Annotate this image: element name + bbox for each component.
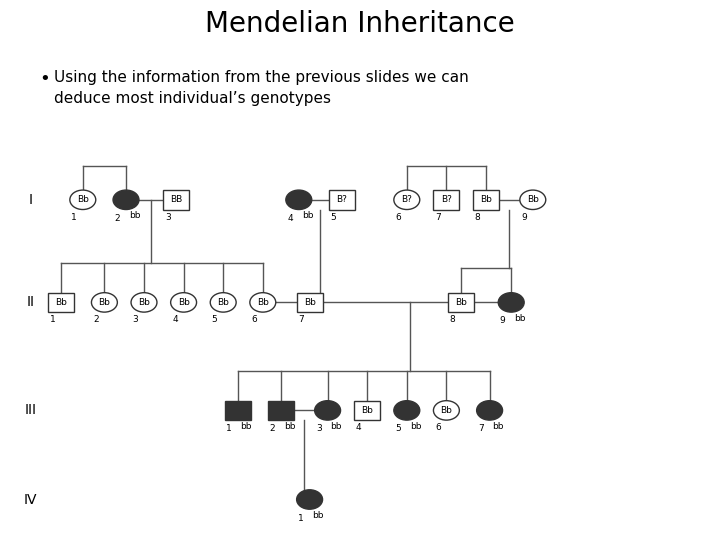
Text: 4: 4 [172, 315, 178, 325]
Text: B?: B? [336, 195, 348, 204]
Text: 8: 8 [474, 213, 480, 222]
Text: bb: bb [410, 422, 421, 431]
Text: 5: 5 [395, 424, 401, 434]
Text: bb: bb [492, 422, 504, 431]
Circle shape [250, 293, 276, 312]
Circle shape [498, 293, 524, 312]
Text: 1: 1 [71, 213, 77, 222]
Circle shape [171, 293, 197, 312]
Text: 3: 3 [316, 424, 322, 434]
Text: III: III [24, 403, 36, 417]
FancyBboxPatch shape [225, 401, 251, 420]
Text: bb: bb [312, 511, 324, 520]
Text: IV: IV [24, 492, 37, 507]
Circle shape [70, 190, 96, 210]
Text: bb: bb [240, 422, 252, 431]
FancyBboxPatch shape [448, 293, 474, 312]
Text: Bb: Bb [178, 298, 189, 307]
Text: 9: 9 [521, 213, 527, 222]
Circle shape [91, 293, 117, 312]
Text: bb: bb [129, 211, 140, 220]
FancyBboxPatch shape [48, 293, 74, 312]
Text: bb: bb [330, 422, 342, 431]
Text: 1: 1 [50, 315, 55, 325]
FancyBboxPatch shape [433, 190, 459, 210]
Circle shape [477, 401, 503, 420]
FancyBboxPatch shape [473, 190, 499, 210]
Text: Bb: Bb [138, 298, 150, 307]
Text: II: II [26, 295, 35, 309]
Text: 7: 7 [478, 424, 484, 434]
FancyBboxPatch shape [354, 401, 380, 420]
Text: 6: 6 [251, 315, 257, 325]
Text: 3: 3 [165, 213, 171, 222]
Text: 2: 2 [269, 424, 275, 434]
Text: 2: 2 [114, 214, 120, 223]
Text: 5: 5 [212, 315, 217, 325]
Circle shape [113, 190, 139, 210]
Circle shape [286, 190, 312, 210]
Text: Bb: Bb [257, 298, 269, 307]
Text: 7: 7 [298, 315, 304, 325]
Text: Bb: Bb [480, 195, 492, 204]
Text: 1: 1 [226, 424, 232, 434]
Text: 1: 1 [298, 514, 304, 523]
Text: B?: B? [441, 195, 452, 204]
Text: 6: 6 [435, 423, 441, 433]
Text: Bb: Bb [441, 406, 452, 415]
Circle shape [131, 293, 157, 312]
Text: 4: 4 [356, 423, 361, 433]
Text: Bb: Bb [455, 298, 467, 307]
Circle shape [394, 401, 420, 420]
Circle shape [210, 293, 236, 312]
Text: bb: bb [514, 314, 526, 323]
Circle shape [520, 190, 546, 210]
Text: 9: 9 [500, 316, 505, 326]
Circle shape [433, 401, 459, 420]
Text: 5: 5 [330, 213, 336, 222]
Text: bb: bb [302, 211, 313, 220]
Text: •: • [40, 70, 50, 88]
FancyBboxPatch shape [329, 190, 355, 210]
Text: Bb: Bb [527, 195, 539, 204]
Circle shape [297, 490, 323, 509]
Circle shape [315, 401, 341, 420]
Text: I: I [28, 193, 32, 207]
Text: bb: bb [284, 422, 295, 431]
FancyBboxPatch shape [297, 293, 323, 312]
Text: B?: B? [401, 195, 413, 204]
Text: Bb: Bb [99, 298, 110, 307]
Text: Bb: Bb [304, 298, 315, 307]
Text: 3: 3 [132, 315, 138, 325]
Text: Bb: Bb [361, 406, 373, 415]
Circle shape [394, 190, 420, 210]
Text: 7: 7 [435, 213, 441, 222]
Text: BB: BB [170, 195, 183, 204]
Text: Mendelian Inheritance: Mendelian Inheritance [205, 10, 515, 38]
Text: 6: 6 [395, 213, 401, 222]
Text: Using the information from the previous slides we can
deduce most individual’s g: Using the information from the previous … [54, 70, 469, 106]
Text: Bb: Bb [77, 195, 89, 204]
Text: Bb: Bb [55, 298, 67, 307]
Text: 4: 4 [287, 214, 293, 223]
Text: 2: 2 [93, 315, 99, 325]
FancyBboxPatch shape [268, 401, 294, 420]
FancyBboxPatch shape [163, 190, 189, 210]
Text: Bb: Bb [217, 298, 229, 307]
Text: 8: 8 [449, 315, 455, 325]
